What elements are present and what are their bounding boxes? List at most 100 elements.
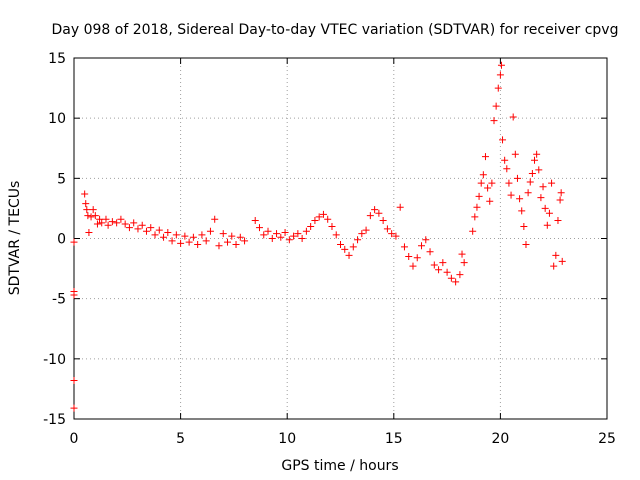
y-tick-label: -10 — [43, 352, 66, 368]
data-point — [328, 222, 336, 230]
data-point — [298, 235, 306, 242]
data-point — [155, 226, 163, 234]
data-point — [503, 165, 511, 173]
data-point — [164, 228, 172, 236]
data-point — [172, 231, 180, 239]
data-point — [392, 232, 400, 240]
data-point — [211, 215, 219, 223]
data-point — [194, 241, 202, 249]
data-point — [435, 266, 443, 274]
data-point — [499, 136, 507, 144]
axis-ticks: 0 5 10 15 20 25 -15 -10 -5 0 5 10 15 — [43, 51, 616, 447]
data-point — [290, 232, 298, 240]
data-point — [526, 178, 534, 186]
data-point — [379, 216, 387, 224]
data-point — [104, 221, 112, 229]
y-tick-label: 15 — [48, 51, 66, 67]
data-point — [362, 226, 370, 234]
data-point — [341, 245, 349, 253]
data-point — [439, 259, 447, 267]
data-point — [108, 218, 116, 226]
data-point — [349, 243, 357, 251]
data-point — [430, 261, 438, 269]
y-tick-label: 0 — [57, 232, 66, 248]
data-point — [70, 404, 78, 412]
data-point — [345, 251, 353, 259]
data-point — [447, 274, 455, 282]
data-point — [215, 242, 223, 250]
data-point — [138, 221, 146, 229]
data-point — [260, 231, 268, 239]
data-point — [458, 250, 466, 258]
x-tick-label: 0 — [70, 431, 79, 447]
data-point — [556, 196, 564, 204]
data-point — [134, 225, 142, 233]
data-point — [319, 210, 327, 218]
x-tick-label: 15 — [385, 431, 403, 447]
x-tick-label: 5 — [176, 431, 185, 447]
data-point — [543, 221, 551, 229]
y-axis-label: SDTVAR / TECUs — [7, 181, 23, 296]
data-point — [541, 204, 549, 212]
data-point — [469, 227, 477, 235]
data-point — [142, 227, 150, 235]
data-point — [251, 216, 259, 224]
data-point — [388, 230, 396, 238]
data-point — [520, 222, 528, 230]
data-point — [513, 174, 521, 182]
data-point — [324, 215, 332, 223]
data-point — [533, 150, 541, 158]
data-point — [481, 153, 489, 161]
data-point — [315, 213, 323, 221]
data-point — [507, 191, 515, 199]
data-point — [371, 206, 379, 214]
x-tick-label: 20 — [491, 431, 509, 447]
data-point — [400, 243, 408, 251]
data-point — [91, 212, 99, 220]
data-point — [511, 150, 519, 158]
data-point — [452, 278, 460, 286]
y-tick-label: -15 — [43, 412, 66, 428]
data-point — [224, 238, 232, 246]
data-point — [70, 238, 78, 246]
chart-title: Day 098 of 2018, Sidereal Day-to-day VTE… — [52, 22, 619, 38]
data-point — [518, 207, 526, 215]
data-point — [84, 212, 92, 220]
data-point — [522, 241, 530, 249]
data-point — [228, 232, 236, 240]
data-point — [492, 102, 500, 110]
data-point — [294, 230, 302, 238]
data-point — [490, 117, 498, 125]
data-point — [383, 225, 391, 233]
data-point — [130, 219, 138, 227]
data-point — [87, 213, 95, 221]
data-point — [202, 237, 210, 245]
data-point — [83, 206, 91, 214]
data-point — [89, 206, 97, 214]
x-tick-label: 25 — [598, 431, 616, 447]
data-point — [422, 236, 430, 244]
data-point — [509, 113, 517, 121]
data-point — [545, 209, 553, 217]
data-point — [264, 227, 272, 235]
data-point — [125, 224, 133, 232]
data-point — [82, 200, 90, 208]
data-point — [307, 222, 315, 230]
x-axis-label: GPS time / hours — [281, 458, 398, 474]
data-point — [102, 215, 110, 223]
data-point — [516, 195, 524, 203]
data-point — [460, 259, 468, 267]
data-point — [558, 257, 566, 265]
data-point — [494, 84, 502, 92]
data-point — [535, 166, 543, 174]
data-point — [473, 203, 481, 211]
data-point — [185, 238, 193, 246]
data-point — [475, 192, 483, 200]
data-point — [117, 215, 125, 223]
data-point — [528, 170, 536, 178]
grid-layer — [74, 58, 607, 419]
data-point — [426, 248, 434, 256]
data-point — [505, 179, 513, 187]
data-point — [168, 237, 176, 245]
data-point — [354, 236, 362, 244]
